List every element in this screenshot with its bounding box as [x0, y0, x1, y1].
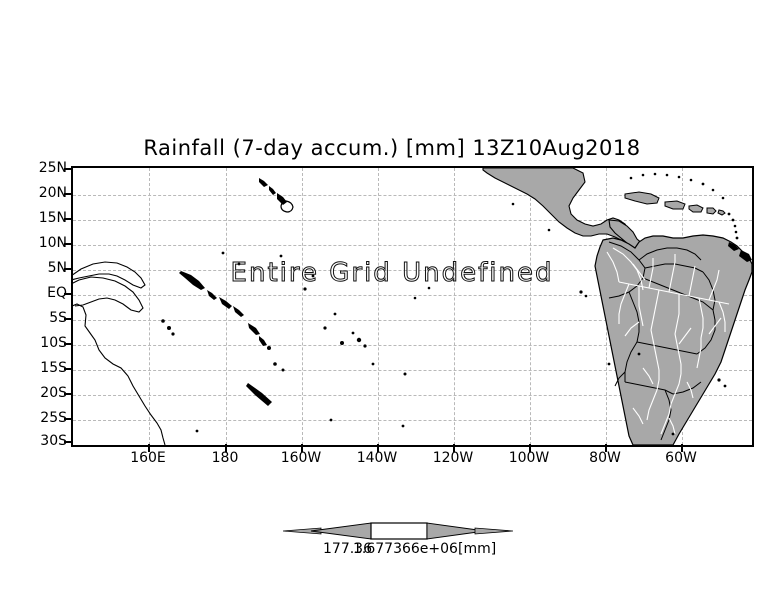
coastline-australia-north [73, 276, 144, 313]
gridline-vertical [149, 168, 150, 445]
map-canvas [73, 168, 752, 445]
island-chain-hawaii [259, 178, 294, 213]
x-axis-tick [148, 444, 150, 452]
x-axis-tick [377, 444, 379, 452]
x-axis-tick [301, 444, 303, 452]
rivers [606, 247, 730, 435]
gridline-vertical [302, 168, 303, 445]
y-axis-label: 20N [38, 185, 67, 201]
x-axis-label: 100W [508, 450, 550, 466]
x-axis-label: 120W [432, 450, 474, 466]
gridline-horizontal [73, 370, 752, 371]
pacific-islands [161, 251, 431, 433]
world-map-geography [73, 168, 752, 445]
y-axis-tick [64, 368, 72, 370]
y-axis-label: 5S [49, 310, 67, 326]
colorbar-right-wedge [426, 522, 486, 540]
caribbean-islands [624, 191, 726, 216]
y-axis-label: 5N [47, 260, 67, 276]
colorbar-left-wedge [310, 522, 372, 540]
y-axis-tick [64, 343, 72, 345]
y-axis-tick [64, 318, 72, 320]
eastern-pacific-islands [511, 202, 588, 298]
y-axis-tick [64, 418, 72, 420]
x-axis-tick [681, 444, 683, 452]
landmass-south-america [594, 234, 752, 445]
y-axis-tick [64, 218, 72, 220]
lesser-antilles [629, 172, 739, 240]
coastline-newguinea [73, 261, 146, 289]
y-axis-label: 30S [40, 433, 67, 449]
y-axis-label: EQ [47, 285, 67, 301]
gridline-horizontal [73, 195, 752, 196]
gridline-horizontal [73, 420, 752, 421]
colorbar[interactable] [283, 518, 513, 544]
coastline-australia [73, 303, 166, 445]
y-axis-label: 20S [40, 385, 67, 401]
x-axis-label: 140W [356, 450, 398, 466]
x-axis-tick [453, 444, 455, 452]
x-axis-tick [225, 444, 227, 452]
y-axis-label: 10S [40, 335, 67, 351]
gridline-horizontal [73, 395, 752, 396]
x-axis-label: 180 [211, 450, 239, 466]
y-axis-tick [64, 243, 72, 245]
y-axis-label: 15N [38, 210, 67, 226]
colorbar-min-label: 177.36 [323, 541, 372, 557]
x-axis-label: 160E [130, 450, 166, 466]
x-axis-tick [605, 444, 607, 452]
coastal-detail [607, 242, 752, 436]
gridline-horizontal [73, 220, 752, 221]
y-axis-tick [64, 293, 72, 295]
x-axis-label: 160W [280, 450, 322, 466]
gridline-vertical [530, 168, 531, 445]
y-axis-label: 10N [38, 235, 67, 251]
country-borders [608, 241, 716, 441]
page-title: Rainfall (7-day accum.) [mm] 13Z10Aug201… [143, 136, 641, 160]
y-axis-label: 15S [40, 360, 67, 376]
x-axis-label: 80W [589, 450, 621, 466]
colorbar-right-spike [474, 527, 513, 535]
gridline-horizontal [73, 270, 752, 271]
y-axis-tick [64, 193, 72, 195]
x-axis-tick [529, 444, 531, 452]
y-axis-label: 25S [40, 410, 67, 426]
map-plot-area[interactable] [71, 166, 754, 447]
gridline-horizontal [73, 295, 752, 296]
y-axis-tick [64, 393, 72, 395]
y-axis-tick [64, 168, 72, 170]
gridline-horizontal [73, 320, 752, 321]
colorbar-unit-label: [mm] [458, 541, 497, 557]
y-axis-label: 25N [38, 160, 67, 176]
colorbar-labels: 177.36 1.677366e+06 [mm] [283, 541, 513, 561]
colorbar-max-label: 1.677366e+06 [353, 541, 458, 557]
gridline-horizontal [73, 245, 752, 246]
gridline-horizontal [73, 345, 752, 346]
y-axis-tick [64, 441, 72, 443]
landmass-mexico [482, 168, 632, 241]
colorbar-center-box [370, 522, 428, 540]
x-axis-label: 60W [665, 450, 697, 466]
gridline-vertical [454, 168, 455, 445]
gridline-vertical [378, 168, 379, 445]
y-axis-tick [64, 268, 72, 270]
